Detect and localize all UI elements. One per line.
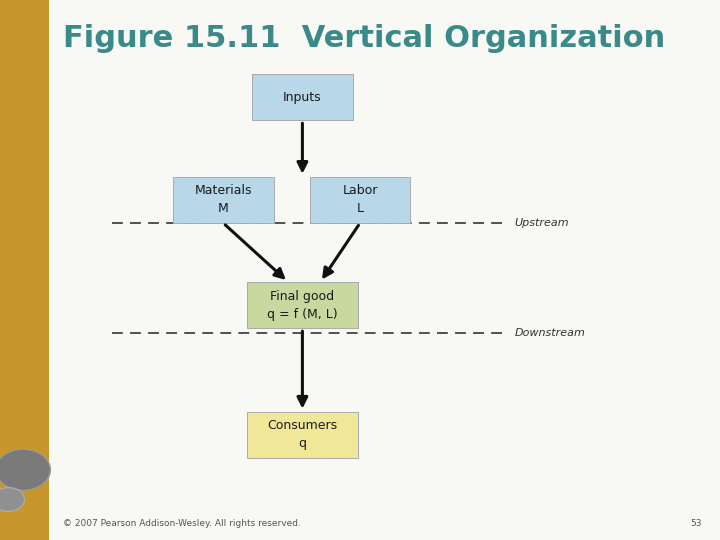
Circle shape <box>0 488 24 511</box>
FancyBboxPatch shape <box>0 0 49 540</box>
Text: Downstream: Downstream <box>515 328 585 338</box>
Text: Consumers
q: Consumers q <box>267 419 338 450</box>
Text: Labor
L: Labor L <box>342 184 378 215</box>
Text: 53: 53 <box>690 519 702 528</box>
FancyBboxPatch shape <box>173 177 274 222</box>
Text: Upstream: Upstream <box>515 218 570 228</box>
Text: Figure 15.11  Vertical Organization: Figure 15.11 Vertical Organization <box>63 24 665 53</box>
Circle shape <box>0 449 50 490</box>
FancyBboxPatch shape <box>310 177 410 222</box>
Text: Final good
q = f (M, L): Final good q = f (M, L) <box>267 289 338 321</box>
Text: © 2007 Pearson Addison-Wesley. All rights reserved.: © 2007 Pearson Addison-Wesley. All right… <box>63 519 301 528</box>
FancyBboxPatch shape <box>246 411 358 458</box>
FancyBboxPatch shape <box>246 282 358 328</box>
Text: Inputs: Inputs <box>283 91 322 104</box>
Text: Materials
M: Materials M <box>194 184 252 215</box>
FancyBboxPatch shape <box>252 75 353 120</box>
